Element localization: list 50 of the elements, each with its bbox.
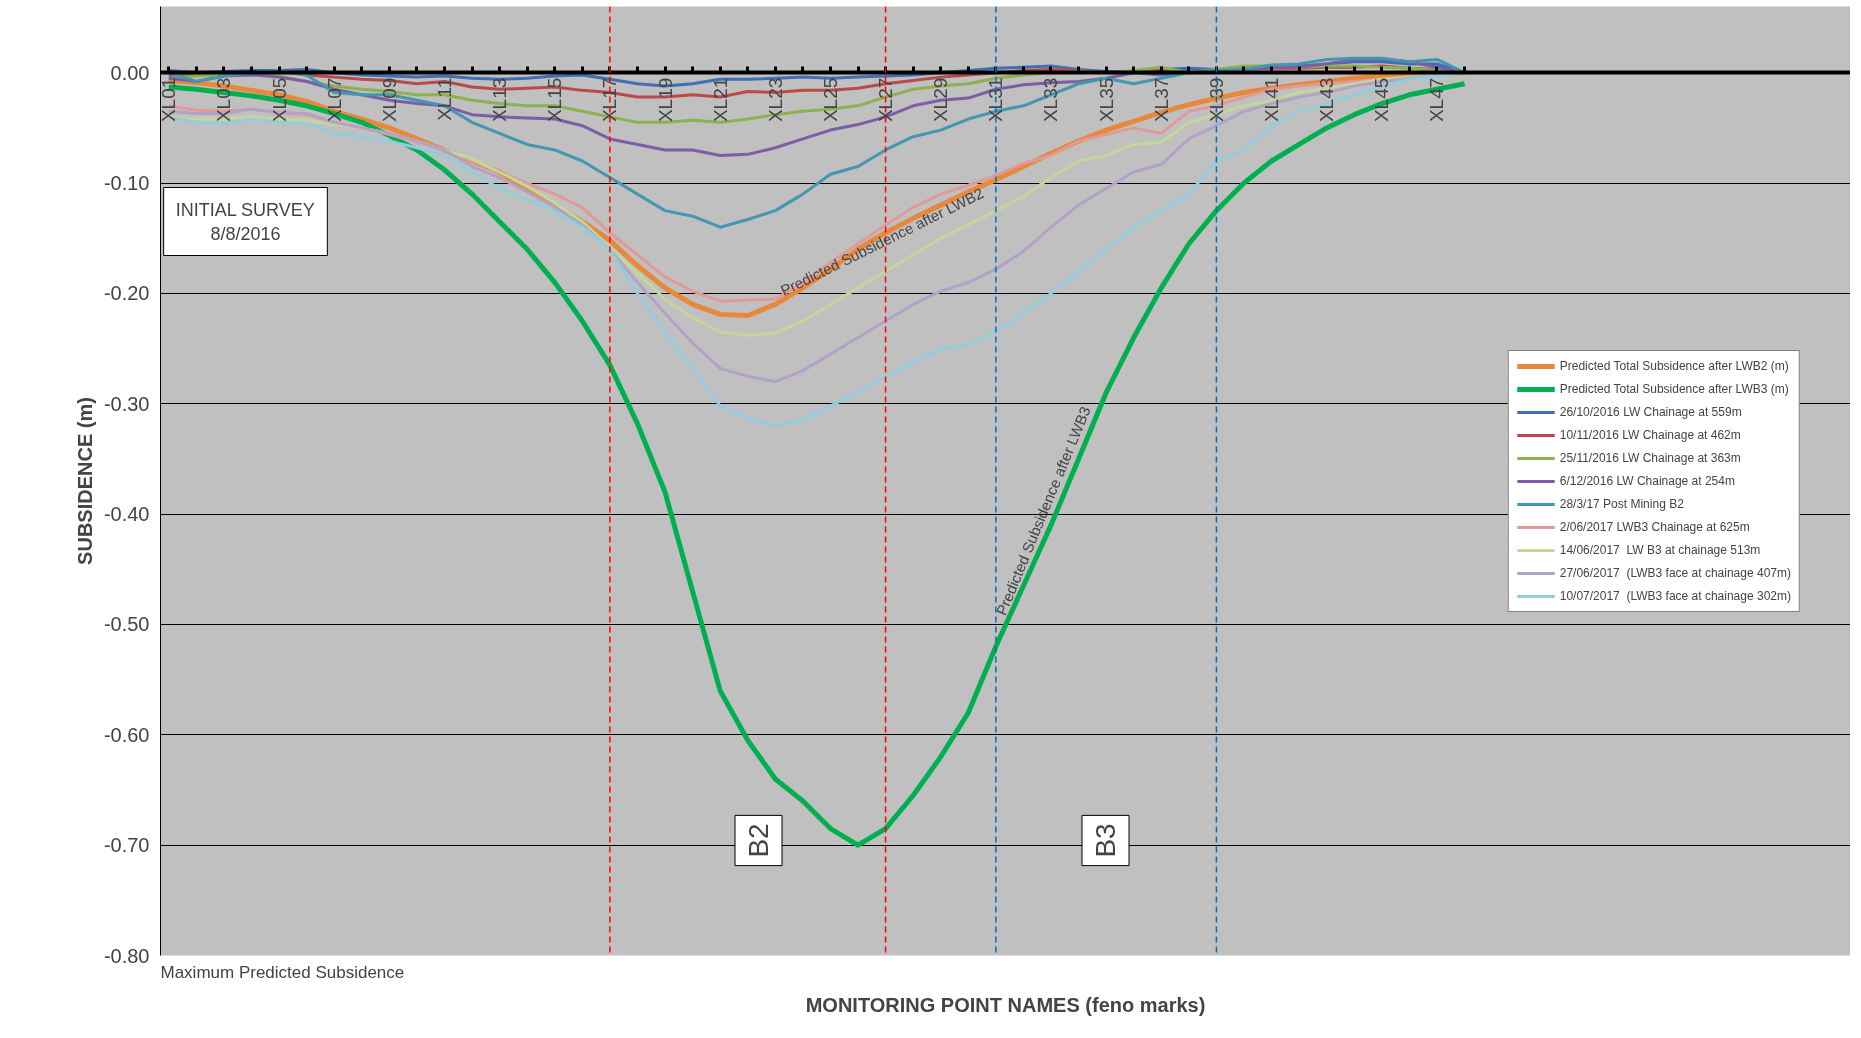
x-tick-label: XL31 [985,77,1007,123]
x-tick-label: XL33 [1040,77,1062,123]
legend-label: 14/06/2017 LW B3 at chainage 513m [1559,542,1761,557]
x-tick-label: XL21 [709,77,731,123]
x-tick-label: XL15 [544,77,566,123]
y-tick-label: -0.20 [103,282,150,305]
x-tick-label: XL37 [1150,77,1172,123]
annotation: B2 [743,823,774,858]
x-tick-label: XL29 [930,77,952,123]
y-axis-title: SUBSIDENCE (m) [73,397,96,565]
x-tick-label: XL11 [433,77,455,121]
annotation: B3 [1090,823,1121,858]
x-tick-label: XL47 [1426,77,1448,123]
x-tick-label: XL13 [489,77,511,123]
x-tick-label: XL43 [1316,77,1338,123]
x-tick-label: XL07 [323,77,345,123]
legend-label: 26/10/2016 LW Chainage at 559m [1559,404,1742,419]
y-tick-label: -0.30 [103,392,150,415]
annotation: INITIAL SURVEY 8/8/2016 [175,199,315,244]
x-tick-label: XL23 [764,77,786,123]
x-tick-label: XL41 [1261,77,1283,123]
x-tick-label: XL45 [1371,77,1393,123]
y-tick-label: -0.60 [103,723,150,746]
text: Maximum Predicted Subsidence [160,962,405,982]
legend-label: 10/07/2017 (LWB3 face at chainage 302m) [1559,588,1791,603]
y-tick-label: -0.10 [103,172,150,195]
x-tick-label: XL05 [268,77,290,123]
y-tick-label: -0.70 [103,834,150,857]
x-tick-label: XL09 [378,77,400,123]
x-tick-label: XL35 [1095,77,1117,123]
legend-label: 6/12/2016 LW Chainage at 254m [1559,473,1735,488]
y-tick-label: 0.00 [110,61,150,84]
x-tick-label: XL03 [213,77,235,123]
x-tick-label: XL27 [875,77,897,123]
legend-label: 28/3/17 Post Mining B2 [1559,496,1684,511]
x-tick-label: XL39 [1205,77,1227,123]
y-tick-label: -0.50 [103,613,150,636]
legend-label: 2/06/2017 LWB3 Chainage at 625m [1559,519,1750,534]
y-tick-label: -0.80 [103,944,150,967]
x-tick-label: XL01 [158,77,180,123]
x-tick-label: XL19 [654,77,676,123]
x-tick-label: XL25 [819,77,841,123]
legend-label: Predicted Total Subsidence after LWB3 (m) [1559,381,1789,396]
x-axis-title: MONITORING POINT NAMES (feno marks) [805,993,1206,1016]
legend-label: 25/11/2016 LW Chainage at 363m [1559,450,1741,465]
legend-label: Predicted Total Subsidence after LWB2 (m) [1559,358,1789,373]
y-tick-label: -0.40 [103,503,150,526]
x-tick-label: XL17 [599,77,621,123]
legend-label: 10/11/2016 LW Chainage at 462m [1559,427,1741,442]
legend-label: 27/06/2017 (LWB3 face at chainage 407m) [1559,565,1791,580]
